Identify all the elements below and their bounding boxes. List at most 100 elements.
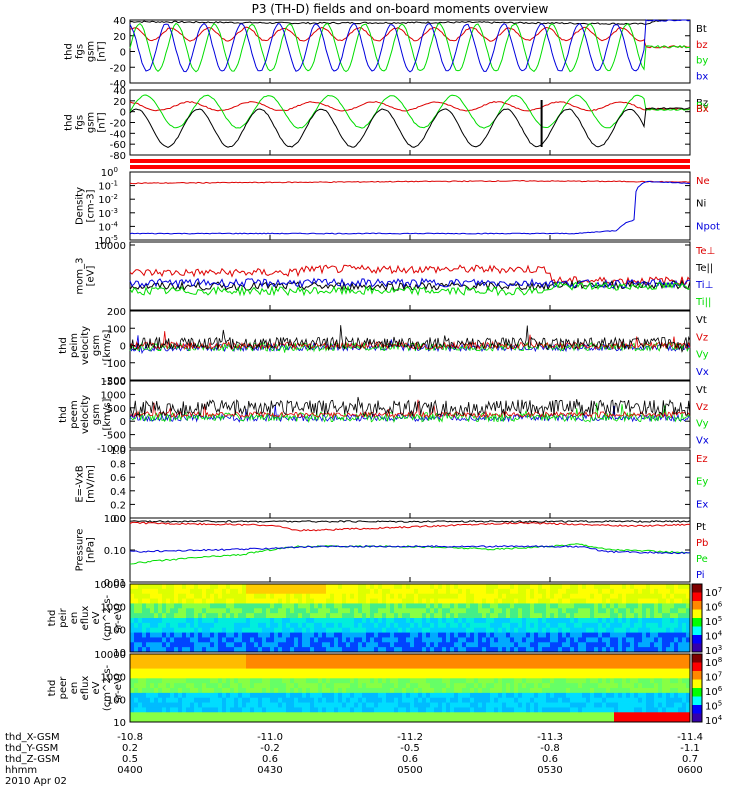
spectrogram-cell: [394, 707, 399, 713]
spectrogram-cell: [514, 707, 519, 713]
spectrogram-cell: [214, 692, 219, 699]
spectrogram-cell: [310, 647, 315, 653]
spectrogram-cell: [314, 647, 319, 653]
spectrogram-cell: [338, 688, 343, 694]
spectrogram-cell: [174, 618, 179, 624]
spectrogram-cell: [374, 613, 379, 619]
spectrogram-cell: [318, 683, 323, 689]
spectrogram-cell: [678, 663, 683, 669]
spectrogram-cell: [630, 658, 635, 665]
spectrogram-cell: [554, 627, 559, 633]
spectrogram-cell: [594, 678, 599, 684]
spectrogram-cell: [166, 673, 171, 679]
spectrogram-cell: [574, 678, 579, 684]
spectrogram-cell: [670, 642, 675, 648]
spectrogram-cell: [554, 584, 559, 590]
spectrogram-cell: [674, 683, 679, 689]
spectrogram-cell: [546, 603, 551, 609]
x-row-value: 0.6: [262, 754, 278, 765]
spectrogram-cell: [450, 668, 455, 674]
spectrogram-cell: [442, 688, 447, 694]
spectrogram-cell: [334, 678, 339, 684]
spectrogram-cell: [606, 712, 611, 718]
spectrogram-cell: [466, 627, 471, 633]
spectrogram-cell: [262, 622, 267, 629]
spectrogram-cell: [238, 692, 243, 699]
series-by: [129, 22, 691, 73]
spectrogram-cell: [598, 663, 603, 669]
spectrogram-cell: [478, 632, 483, 638]
spectrogram-cell: [158, 697, 163, 703]
spectrogram-cell: [342, 692, 347, 699]
spectrogram-cell: [530, 673, 535, 679]
spectrogram-cell: [458, 707, 463, 713]
spectrogram-cell: [254, 618, 259, 624]
spectrogram-cell: [214, 593, 219, 599]
spectrogram-cell: [238, 654, 243, 660]
spectrogram-cell: [246, 702, 251, 708]
spectrogram-cell: [198, 593, 203, 599]
spectrogram-cell: [230, 668, 235, 674]
spectrogram-cell: [238, 668, 243, 674]
spectrogram-cell: [522, 613, 527, 619]
spectrogram-cell: [130, 673, 135, 679]
x-row-name: hhmm: [5, 765, 37, 776]
series-By: [129, 94, 691, 129]
spectrogram-cell: [578, 603, 583, 609]
spectrogram-cell: [522, 647, 527, 653]
spectrogram-cell: [246, 642, 251, 648]
spectrogram-cell: [454, 707, 459, 713]
spectrogram-cell: [626, 618, 631, 624]
spectrogram-cell: [534, 618, 539, 624]
spectrogram-cell: [170, 654, 175, 660]
spectrogram-cell: [358, 688, 363, 694]
spectrogram-cell: [626, 658, 631, 665]
spectrogram-cell: [662, 608, 667, 614]
spectrogram-cell: [262, 707, 267, 713]
spectrogram-cell: [498, 588, 503, 595]
spectrogram-cell: [362, 697, 367, 703]
spectrogram-cell: [306, 712, 311, 718]
spectrogram-cell: [434, 712, 439, 718]
spectrogram-cell: [434, 658, 439, 665]
spectrogram-cell: [194, 692, 199, 699]
spectrogram-cell: [418, 608, 423, 614]
spectrogram-cell: [166, 683, 171, 689]
spectrogram-cell: [138, 654, 143, 660]
spectrogram-cell: [662, 678, 667, 684]
spectrogram-cell: [262, 658, 267, 665]
spectrogram-cell: [430, 668, 435, 674]
spectrogram-cell: [462, 678, 467, 684]
spectrogram-cell: [510, 658, 515, 665]
spectrogram-cell: [186, 678, 191, 684]
spectrogram-cell: [598, 603, 603, 609]
spectrogram-cell: [342, 654, 347, 660]
spectrogram-cell: [374, 707, 379, 713]
spectrogram-cell: [130, 663, 135, 669]
spectrogram-cell: [534, 702, 539, 708]
spectrogram-cell: [290, 673, 295, 679]
spectrogram-cell: [194, 668, 199, 674]
spectrogram-cell: [302, 673, 307, 679]
spectrogram-cell: [330, 692, 335, 699]
spectrogram-cell: [302, 608, 307, 614]
spectrogram-cell: [374, 584, 379, 590]
spectrogram-cell: [518, 663, 523, 669]
spectrogram-cell: [470, 642, 475, 648]
spectrogram-cell: [246, 647, 251, 653]
spectrogram-cell: [350, 584, 355, 590]
spectrogram-cell: [130, 678, 135, 684]
spectrogram-cell: [326, 642, 331, 648]
spectrogram-cell: [162, 584, 167, 590]
spectrogram-cell: [642, 647, 647, 653]
spectrogram-cell: [490, 588, 495, 595]
y-tick-label: -20: [110, 119, 126, 130]
spectrogram-cell: [478, 603, 483, 609]
spectrogram-cell: [290, 658, 295, 665]
spectrogram-cell: [642, 588, 647, 595]
spectrogram-cell: [338, 588, 343, 595]
colorbar-band: [692, 609, 702, 619]
spectrogram-cell: [566, 622, 571, 629]
spectrogram-cell: [550, 632, 555, 638]
spectrogram-cell: [686, 692, 691, 699]
